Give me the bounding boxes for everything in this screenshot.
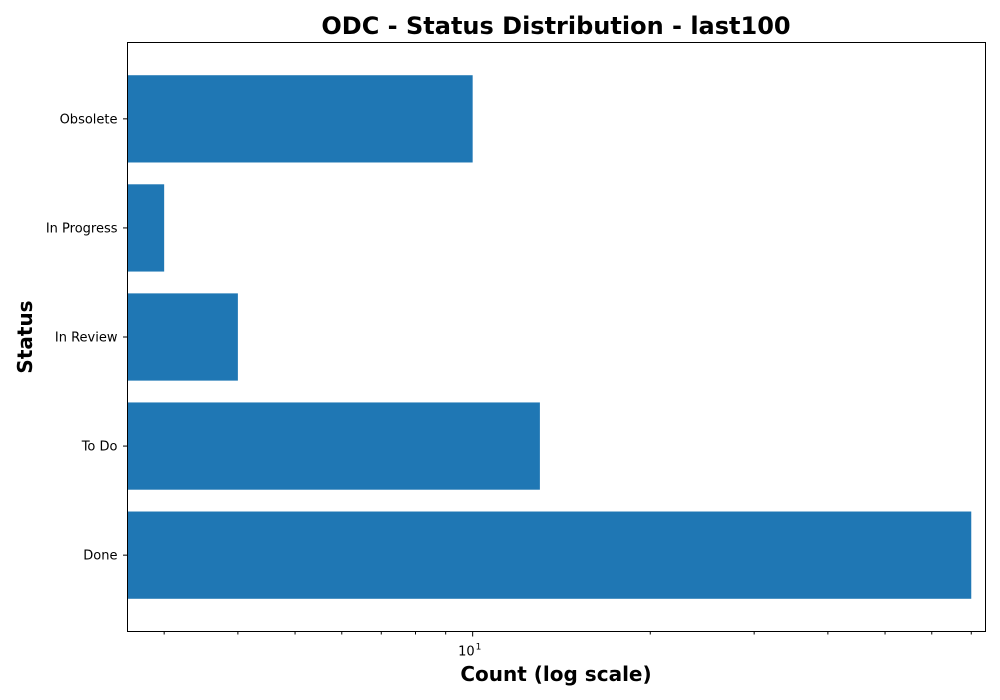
y-tick-label: In Progress bbox=[46, 221, 118, 236]
y-tick-label: In Review bbox=[55, 331, 118, 346]
x-tick-label-base: 10 bbox=[458, 645, 475, 660]
bar-obsolete bbox=[127, 75, 473, 163]
bar-done bbox=[127, 511, 972, 599]
y-tick-label: Obsolete bbox=[60, 112, 118, 127]
y-axis: Done To Do In Review In Progress Obsolete bbox=[46, 112, 128, 564]
x-axis: 10 1 bbox=[163, 631, 972, 660]
bar-in-review bbox=[127, 293, 238, 381]
y-axis-label: Status bbox=[13, 300, 37, 373]
bar-to-do bbox=[127, 402, 540, 490]
bar-in-progress bbox=[127, 184, 165, 272]
chart-title: ODC - Status Distribution - last100 bbox=[321, 12, 790, 40]
x-tick-label-exponent: 1 bbox=[476, 643, 482, 653]
bars-layer bbox=[127, 75, 972, 599]
y-tick-label: To Do bbox=[81, 440, 118, 455]
x-axis-label: Count (log scale) bbox=[460, 662, 651, 686]
y-tick-label: Done bbox=[83, 549, 117, 564]
